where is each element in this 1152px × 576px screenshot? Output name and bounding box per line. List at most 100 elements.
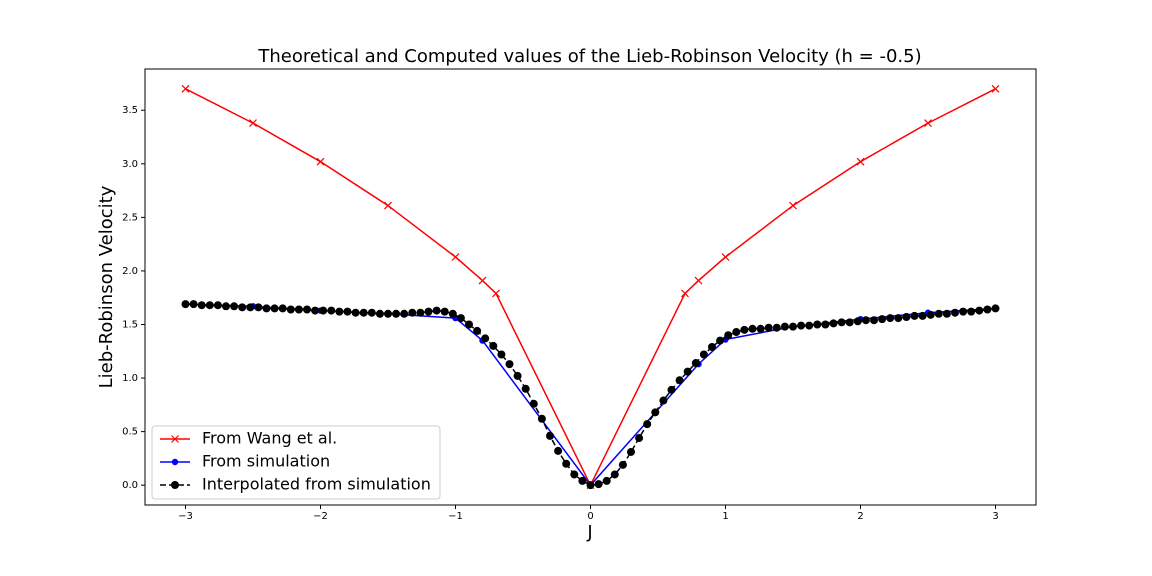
marker <box>772 323 781 332</box>
marker <box>721 253 730 261</box>
marker <box>319 306 328 315</box>
marker <box>853 317 862 326</box>
y-tick-label: 2.0 <box>122 266 138 277</box>
marker <box>205 301 214 310</box>
x-tick-label: 1 <box>722 511 728 522</box>
marker <box>845 318 854 327</box>
marker <box>724 331 733 340</box>
marker <box>335 307 344 316</box>
marker <box>959 307 968 316</box>
marker <box>367 308 376 317</box>
legend-label: From simulation <box>202 452 330 471</box>
y-tick-label: 3.5 <box>122 105 138 116</box>
marker <box>440 307 449 316</box>
marker <box>432 306 441 315</box>
marker <box>384 309 392 318</box>
marker <box>740 325 749 334</box>
marker <box>934 309 943 318</box>
marker <box>521 384 530 393</box>
marker <box>570 470 579 479</box>
marker <box>505 360 514 369</box>
chart-title: Theoretical and Computed values of the L… <box>257 46 921 67</box>
marker <box>230 302 239 311</box>
marker <box>197 301 206 310</box>
marker <box>975 306 984 315</box>
marker <box>529 399 538 408</box>
marker <box>910 311 919 320</box>
marker <box>303 305 311 314</box>
y-tick-label: 3.0 <box>122 159 138 170</box>
marker <box>473 326 482 335</box>
marker <box>311 306 320 315</box>
y-axis-label: Lieb-Robinson Velocity <box>96 185 117 388</box>
marker <box>278 304 287 313</box>
marker <box>578 476 587 485</box>
marker <box>456 314 465 323</box>
marker <box>481 334 490 343</box>
marker <box>181 84 190 93</box>
marker <box>594 480 603 489</box>
marker <box>924 119 932 128</box>
legend-box <box>151 425 441 500</box>
marker <box>586 481 595 490</box>
marker <box>343 307 352 316</box>
marker <box>416 308 425 317</box>
marker <box>222 302 230 311</box>
marker <box>627 447 635 456</box>
marker <box>400 309 409 318</box>
marker <box>448 309 457 318</box>
marker <box>942 309 951 318</box>
marker <box>829 319 838 328</box>
marker <box>262 304 271 313</box>
marker <box>602 476 611 485</box>
marker <box>659 396 668 405</box>
marker <box>667 385 676 394</box>
marker <box>683 367 692 376</box>
marker <box>408 308 417 317</box>
marker <box>489 341 498 350</box>
marker <box>821 320 830 329</box>
marker <box>694 276 703 285</box>
x-tick-label: −3 <box>178 511 193 522</box>
marker <box>492 289 500 298</box>
x-tick-label: 3 <box>992 511 998 522</box>
marker <box>351 308 360 317</box>
marker <box>451 253 460 261</box>
legend-label: Interpolated from simulation <box>202 475 431 494</box>
marker <box>870 316 878 325</box>
marker <box>270 304 279 313</box>
marker <box>813 320 822 329</box>
marker <box>856 157 865 166</box>
marker <box>254 303 263 312</box>
y-tick-label: 0.5 <box>122 427 138 438</box>
marker <box>894 314 903 323</box>
marker <box>789 322 797 331</box>
y-tick-label: 1.0 <box>122 373 138 384</box>
marker <box>618 460 627 469</box>
marker <box>951 308 959 317</box>
marker <box>249 119 257 128</box>
legend-marker <box>171 435 179 443</box>
marker <box>918 311 927 320</box>
marker <box>610 470 619 479</box>
marker <box>392 309 401 318</box>
marker <box>359 308 368 317</box>
legend-label: From Wang et al. <box>202 429 337 448</box>
x-axis-label: J <box>586 522 592 543</box>
marker <box>635 434 644 443</box>
marker <box>732 327 741 336</box>
marker <box>238 303 247 312</box>
marker <box>886 314 895 323</box>
marker <box>181 300 190 309</box>
marker <box>748 324 757 333</box>
marker <box>991 304 1000 313</box>
marker <box>189 300 198 309</box>
marker <box>805 321 814 330</box>
x-tick-label: 0 <box>587 511 593 522</box>
marker <box>651 408 660 417</box>
y-tick-label: 0.0 <box>122 480 138 491</box>
y-tick-label: 1.5 <box>122 319 138 330</box>
marker <box>837 318 846 327</box>
marker <box>478 276 487 285</box>
marker <box>699 350 708 359</box>
